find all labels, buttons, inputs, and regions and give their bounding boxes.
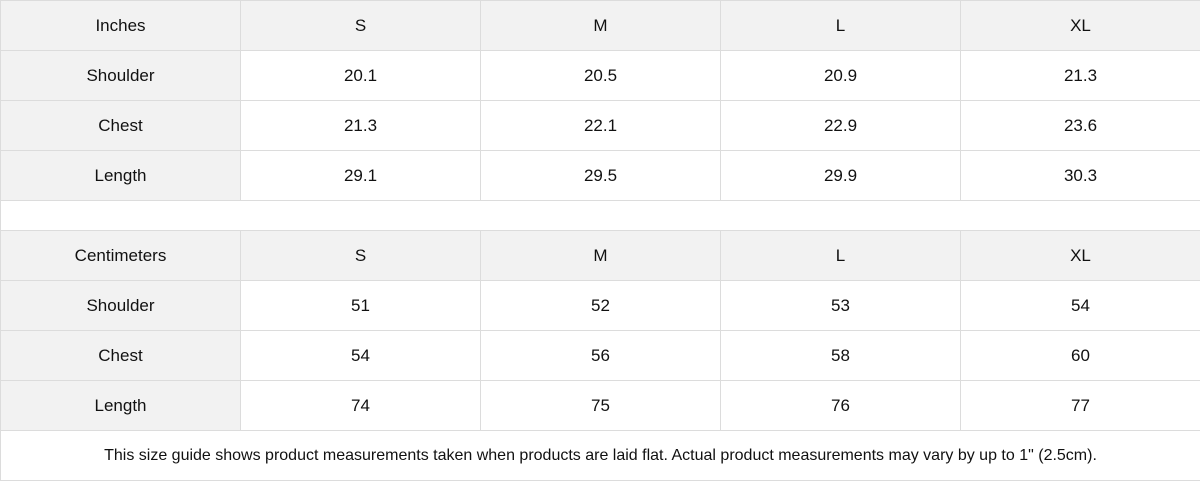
unit-label: Inches	[1, 1, 241, 51]
measurement-value: 54	[241, 331, 481, 381]
measurement-label: Shoulder	[1, 281, 241, 331]
size-header: M	[481, 231, 721, 281]
measurement-value: 56	[481, 331, 721, 381]
measurement-value: 21.3	[241, 101, 481, 151]
measurement-value: 29.5	[481, 151, 721, 201]
measurement-value: 20.9	[721, 51, 961, 101]
measurement-value: 51	[241, 281, 481, 331]
measurement-value: 75	[481, 381, 721, 431]
measurement-value: 76	[721, 381, 961, 431]
size-header: S	[241, 1, 481, 51]
note-row: This size guide shows product measuremen…	[1, 431, 1200, 481]
measurement-value: 54	[961, 281, 1200, 331]
measurement-label: Length	[1, 151, 241, 201]
measurement-value: 77	[961, 381, 1200, 431]
measurement-value: 53	[721, 281, 961, 331]
measurement-value: 22.9	[721, 101, 961, 151]
measurement-value: 29.9	[721, 151, 961, 201]
measurement-value: 29.1	[241, 151, 481, 201]
size-guide-note: This size guide shows product measuremen…	[1, 431, 1200, 481]
size-header: M	[481, 1, 721, 51]
spacer	[1, 201, 1200, 231]
measurement-value: 30.3	[961, 151, 1200, 201]
measurement-label: Chest	[1, 101, 241, 151]
measurement-value: 20.5	[481, 51, 721, 101]
measurement-value: 20.1	[241, 51, 481, 101]
spacer-row	[1, 201, 1200, 231]
measurement-value: 52	[481, 281, 721, 331]
size-header: L	[721, 1, 961, 51]
size-header: XL	[961, 1, 1200, 51]
measurement-value: 23.6	[961, 101, 1200, 151]
measurement-value: 58	[721, 331, 961, 381]
measurement-label: Chest	[1, 331, 241, 381]
measurement-value: 60	[961, 331, 1200, 381]
measurement-label: Shoulder	[1, 51, 241, 101]
measurement-value: 22.1	[481, 101, 721, 151]
unit-label: Centimeters	[1, 231, 241, 281]
size-header: S	[241, 231, 481, 281]
measurement-value: 74	[241, 381, 481, 431]
size-header: L	[721, 231, 961, 281]
size-header: XL	[961, 231, 1200, 281]
measurement-label: Length	[1, 381, 241, 431]
measurement-value: 21.3	[961, 51, 1200, 101]
